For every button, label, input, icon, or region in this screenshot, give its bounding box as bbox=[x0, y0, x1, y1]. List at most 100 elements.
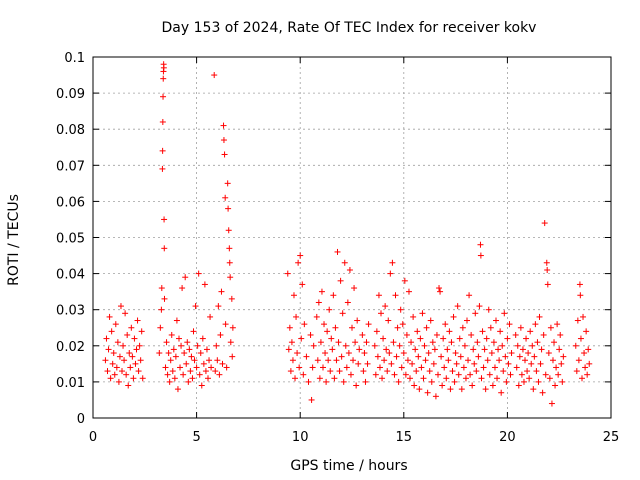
data-point bbox=[207, 313, 214, 320]
data-point bbox=[404, 357, 411, 364]
data-point bbox=[300, 371, 307, 378]
data-point bbox=[478, 375, 485, 382]
data-point bbox=[441, 364, 448, 371]
data-point bbox=[556, 346, 563, 353]
data-point bbox=[433, 331, 440, 338]
data-point bbox=[419, 310, 426, 317]
data-point bbox=[586, 360, 593, 367]
data-point bbox=[482, 386, 489, 393]
data-point bbox=[487, 324, 494, 331]
data-point bbox=[324, 328, 331, 335]
data-point bbox=[102, 357, 109, 364]
data-point bbox=[326, 306, 333, 313]
data-point bbox=[133, 346, 140, 353]
data-point bbox=[518, 371, 525, 378]
data-point bbox=[113, 364, 120, 371]
x-tick-label: 15 bbox=[396, 430, 413, 445]
data-point bbox=[106, 313, 113, 320]
data-point bbox=[229, 324, 236, 331]
data-point bbox=[411, 382, 418, 389]
data-point bbox=[138, 328, 145, 335]
data-point bbox=[213, 342, 220, 349]
data-point bbox=[111, 371, 118, 378]
data-point bbox=[343, 364, 350, 371]
data-point bbox=[318, 288, 325, 295]
data-point bbox=[332, 324, 339, 331]
data-point bbox=[294, 350, 301, 357]
data-point bbox=[228, 295, 235, 302]
data-point bbox=[572, 342, 579, 349]
data-point bbox=[105, 346, 112, 353]
data-point bbox=[547, 324, 554, 331]
data-point bbox=[362, 378, 369, 385]
data-point bbox=[121, 357, 128, 364]
data-point bbox=[423, 324, 430, 331]
data-point bbox=[208, 364, 215, 371]
data-point bbox=[193, 364, 200, 371]
data-point bbox=[432, 393, 439, 400]
grid-lines bbox=[93, 57, 611, 418]
data-point bbox=[409, 360, 416, 367]
data-point bbox=[197, 350, 204, 357]
data-point bbox=[372, 371, 379, 378]
data-point bbox=[116, 353, 123, 360]
data-point bbox=[178, 342, 185, 349]
data-point bbox=[170, 346, 177, 353]
data-point bbox=[214, 357, 221, 364]
data-point bbox=[194, 342, 201, 349]
data-point bbox=[226, 259, 233, 266]
data-point bbox=[163, 339, 170, 346]
x-tick-label: 5 bbox=[192, 430, 200, 445]
data-point bbox=[498, 389, 505, 396]
data-point bbox=[551, 339, 558, 346]
data-point bbox=[112, 321, 119, 328]
data-point bbox=[405, 288, 412, 295]
data-point bbox=[500, 368, 507, 375]
data-point bbox=[477, 241, 484, 248]
data-point bbox=[380, 335, 387, 342]
data-point bbox=[392, 292, 399, 299]
data-point bbox=[529, 342, 536, 349]
data-point bbox=[544, 266, 551, 273]
data-point bbox=[220, 137, 227, 144]
y-tick-label: 0.1 bbox=[64, 51, 85, 66]
data-point bbox=[323, 378, 330, 385]
data-point bbox=[360, 368, 367, 375]
data-point bbox=[558, 360, 565, 367]
y-tick-label: 0.05 bbox=[56, 232, 85, 247]
data-point bbox=[215, 303, 222, 310]
data-point bbox=[122, 310, 129, 317]
data-point bbox=[477, 252, 484, 259]
data-point bbox=[110, 350, 117, 357]
data-point bbox=[427, 317, 434, 324]
data-point bbox=[126, 350, 133, 357]
data-point bbox=[416, 386, 423, 393]
data-point bbox=[421, 342, 428, 349]
data-point bbox=[508, 350, 515, 357]
data-point bbox=[364, 360, 371, 367]
data-point bbox=[535, 378, 542, 385]
data-point bbox=[161, 245, 168, 252]
data-point bbox=[475, 353, 482, 360]
data-point bbox=[177, 364, 184, 371]
data-point bbox=[361, 350, 368, 357]
data-point bbox=[335, 339, 342, 346]
data-point bbox=[469, 382, 476, 389]
data-point bbox=[131, 335, 138, 342]
data-point bbox=[407, 375, 414, 382]
data-point bbox=[493, 317, 500, 324]
data-point bbox=[524, 368, 531, 375]
data-point bbox=[528, 360, 535, 367]
data-point bbox=[373, 328, 380, 335]
data-point bbox=[340, 378, 347, 385]
data-point bbox=[578, 375, 585, 382]
data-point bbox=[448, 339, 455, 346]
y-tick-label: 0.01 bbox=[56, 376, 85, 391]
data-point bbox=[181, 350, 188, 357]
y-tick-label: 0.07 bbox=[56, 159, 85, 174]
data-point bbox=[192, 303, 199, 310]
data-point bbox=[495, 346, 502, 353]
data-point bbox=[222, 321, 229, 328]
data-point bbox=[120, 342, 127, 349]
data-point bbox=[195, 270, 202, 277]
